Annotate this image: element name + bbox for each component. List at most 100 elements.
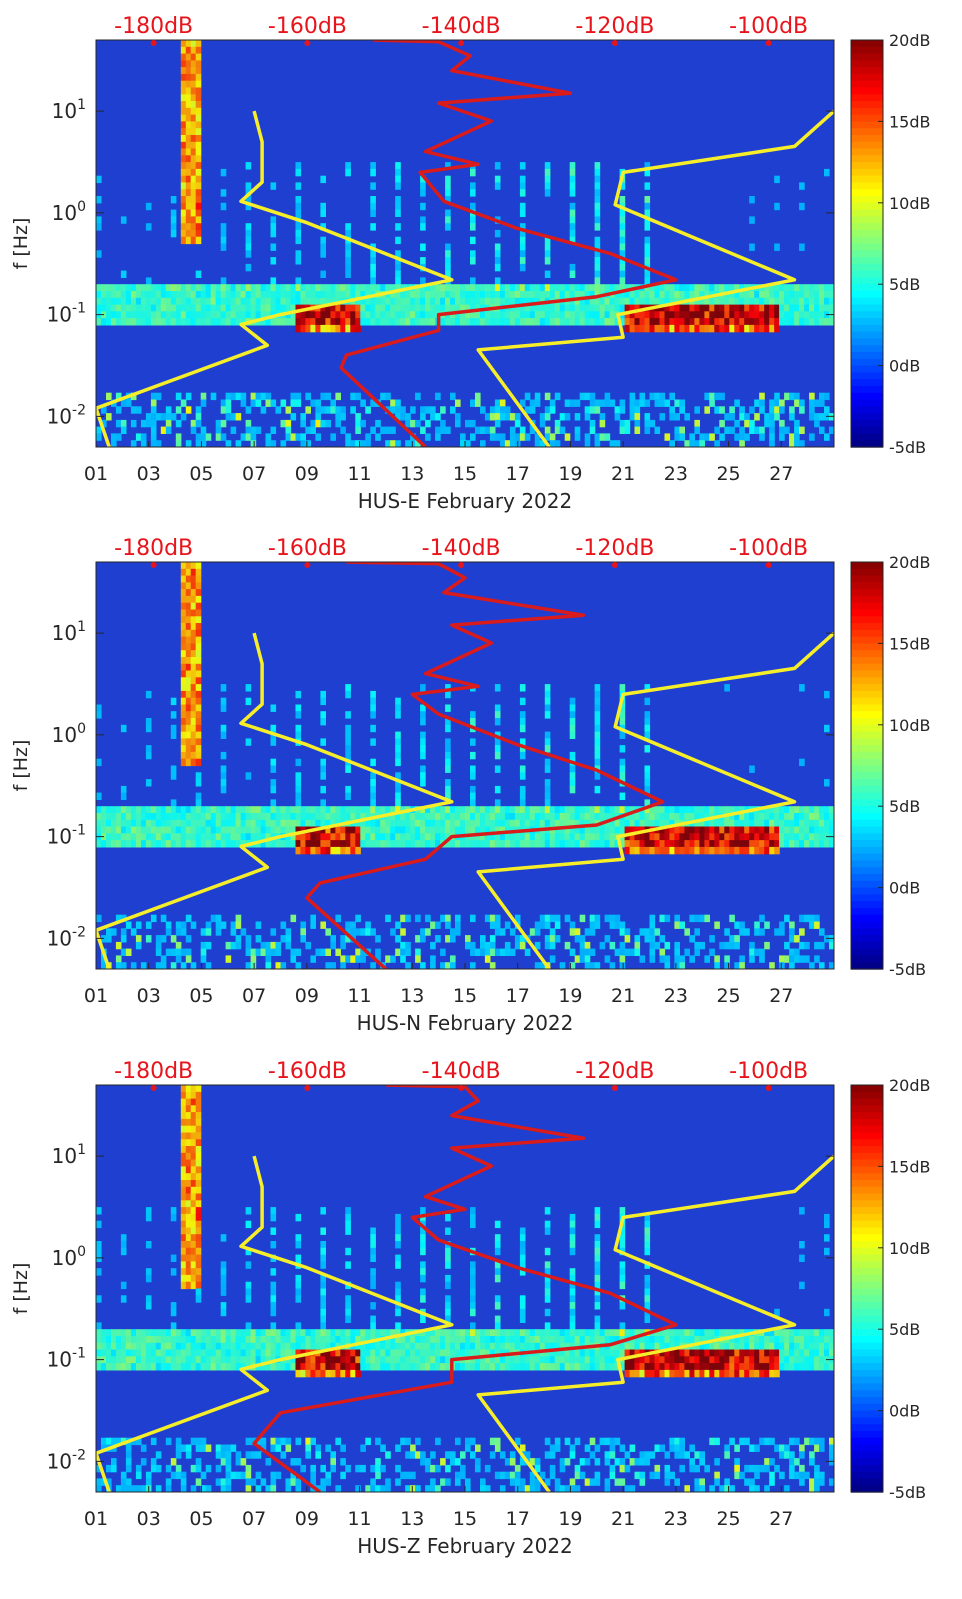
colorbar-segment <box>851 1186 883 1195</box>
colorbar: 20dB 15dB 10dB 5dB 0dB -5dB <box>850 553 931 979</box>
colorbar-label: 10dB <box>889 716 931 735</box>
colorbar-segment <box>851 94 883 102</box>
colorbar-frame <box>850 561 884 970</box>
colorbar-segment <box>851 562 883 570</box>
colorbar-segment <box>851 365 883 374</box>
colorbar-label: -5dB <box>889 960 926 979</box>
colorbar-segment <box>851 229 883 238</box>
colorbar-segment <box>851 1234 883 1242</box>
top-axis-db-label: -140dB <box>422 536 501 561</box>
colorbar-segment <box>851 833 883 841</box>
colorbar-segment <box>851 575 883 584</box>
top-axis-db-label: -120dB <box>575 14 654 39</box>
colorbar-segment <box>851 948 883 957</box>
spectrogram-image <box>96 40 834 447</box>
x-tick-label: 05 <box>189 463 213 485</box>
colorbar-segment <box>851 1485 883 1493</box>
colorbar-segment <box>851 318 883 326</box>
x-tick-label: 19 <box>558 1508 582 1530</box>
colorbar-frame <box>850 1084 884 1493</box>
x-axis-label: HUS-Z February 2022 <box>357 1534 573 1558</box>
y-axis-label: f [Hz] <box>10 218 32 270</box>
x-tick-label: 27 <box>769 463 793 485</box>
colorbar-segment <box>851 1132 883 1140</box>
colorbar-segment <box>851 1458 883 1466</box>
colorbar-segment <box>851 1166 883 1174</box>
top-axis-tick-mark <box>765 562 772 568</box>
colorbar-segment <box>851 1390 883 1398</box>
noise-model-yellow-curve-right <box>476 631 834 969</box>
spectrogram-image <box>96 562 834 969</box>
colorbar-segment <box>851 921 883 929</box>
colorbar-segment <box>851 392 883 401</box>
top-axis-tick-mark <box>458 1085 465 1091</box>
x-tick-label: 23 <box>664 463 688 485</box>
colorbar-segment <box>851 1118 883 1127</box>
colorbar-segment <box>851 745 883 753</box>
top-axis-db-label: -120dB <box>575 1059 654 1084</box>
top-axis-db-label: -100dB <box>729 1059 808 1084</box>
x-tick-label: 11 <box>347 463 371 485</box>
x-tick-label: 19 <box>558 463 582 485</box>
panel-hus-e: 01 03 05 07 09 11 13 15 17 19 21 23 25 27 HUS-E Februa… <box>10 14 931 513</box>
colorbar-segment <box>851 704 883 712</box>
top-axis-db-label: -160dB <box>268 14 347 39</box>
colorbar-segment <box>851 141 883 150</box>
colorbar-segment <box>851 955 883 963</box>
colorbar-segment <box>851 46 883 55</box>
colorbar-segment <box>851 907 883 916</box>
colorbar-segment <box>851 1403 883 1412</box>
colorbar-segment <box>851 1397 883 1405</box>
colorbar-segment <box>851 331 883 340</box>
colorbar-segment <box>851 53 883 62</box>
y-tick-label: 100 <box>52 199 86 225</box>
colorbar-segment <box>851 690 883 699</box>
top-axis-tick-mark <box>458 562 465 568</box>
top-axis-tick-mark <box>611 40 618 46</box>
colorbar-label: -5dB <box>889 1483 926 1502</box>
colorbar-segment <box>851 1112 883 1120</box>
x-tick-label: 23 <box>664 1508 688 1530</box>
x-tick-label: 23 <box>664 985 688 1007</box>
y-tick-label: 101 <box>52 1142 86 1168</box>
colorbar-segment <box>851 589 883 597</box>
colorbar-segment <box>851 1478 883 1486</box>
colorbar-segment <box>851 1424 883 1432</box>
colorbar-segment <box>851 1098 883 1107</box>
x-tick-label: 13 <box>400 985 424 1007</box>
colorbar-segment <box>851 1207 883 1215</box>
colorbar-segment <box>851 257 883 265</box>
x-tick-label: 09 <box>295 463 319 485</box>
colorbar-segment <box>851 290 883 299</box>
colorbar-segment <box>851 284 883 292</box>
colorbar-segment <box>851 1281 883 1290</box>
colorbar-segment <box>851 1342 883 1351</box>
colorbar-segment <box>851 731 883 740</box>
colorbar-segment <box>851 663 883 672</box>
x-tick-label: 01 <box>84 985 108 1007</box>
noise-model-yellow-curve-left <box>96 632 454 969</box>
colorbar-segment <box>851 914 883 923</box>
colorbar-segment <box>851 413 883 421</box>
colorbar-segment <box>851 1430 883 1439</box>
colorbar-segment <box>851 806 883 814</box>
colorbar-segment <box>851 568 883 577</box>
colorbar-segment <box>851 826 883 835</box>
colorbar-segment <box>851 874 883 882</box>
y-tick-label: 10-1 <box>47 1346 86 1372</box>
x-tick-label: 17 <box>506 463 530 485</box>
colorbar-segment <box>851 148 883 157</box>
colorbar-segment <box>851 1369 883 1378</box>
spectrogram-cells <box>96 1085 834 1492</box>
colorbar-segment <box>851 941 883 950</box>
x-tick-label: 19 <box>558 985 582 1007</box>
colorbar-segment <box>851 636 883 645</box>
x-tick-label: 01 <box>84 463 108 485</box>
colorbar-segment <box>851 840 883 848</box>
x-tick-label: 11 <box>347 1508 371 1530</box>
colorbar-segment <box>851 765 883 773</box>
colorbar-label: 20dB <box>889 1076 931 1095</box>
x-tick-label: 17 <box>506 1508 530 1530</box>
colorbar-segment <box>851 812 883 821</box>
